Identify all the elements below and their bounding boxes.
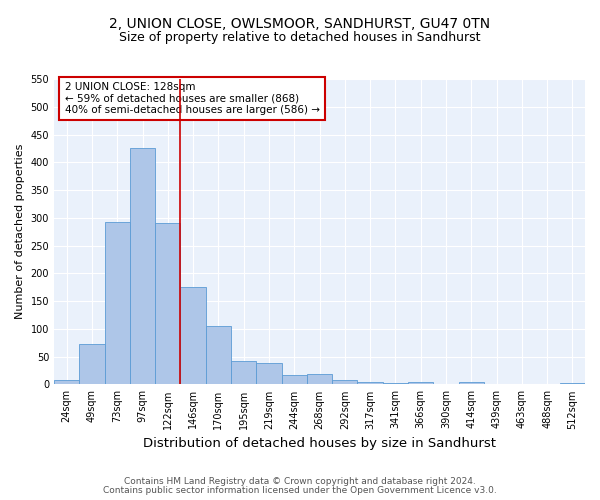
Bar — [79, 344, 104, 385]
Bar — [408, 382, 433, 384]
Bar — [256, 364, 281, 384]
Bar — [358, 382, 383, 384]
Text: Size of property relative to detached houses in Sandhurst: Size of property relative to detached ho… — [119, 31, 481, 44]
Bar — [307, 374, 332, 384]
Bar — [383, 383, 408, 384]
Bar — [281, 375, 307, 384]
Bar — [181, 287, 206, 384]
Text: Contains HM Land Registry data © Crown copyright and database right 2024.: Contains HM Land Registry data © Crown c… — [124, 477, 476, 486]
Bar — [104, 222, 130, 384]
Y-axis label: Number of detached properties: Number of detached properties — [15, 144, 25, 320]
Bar — [54, 380, 79, 384]
Bar — [155, 224, 181, 384]
Bar — [130, 148, 155, 384]
Bar — [332, 380, 358, 384]
X-axis label: Distribution of detached houses by size in Sandhurst: Distribution of detached houses by size … — [143, 437, 496, 450]
Text: 2, UNION CLOSE, OWLSMOOR, SANDHURST, GU47 0TN: 2, UNION CLOSE, OWLSMOOR, SANDHURST, GU4… — [109, 18, 491, 32]
Bar — [560, 383, 585, 384]
Bar — [206, 326, 231, 384]
Text: 2 UNION CLOSE: 128sqm
← 59% of detached houses are smaller (868)
40% of semi-det: 2 UNION CLOSE: 128sqm ← 59% of detached … — [65, 82, 320, 116]
Bar — [231, 360, 256, 384]
Bar — [458, 382, 484, 384]
Text: Contains public sector information licensed under the Open Government Licence v3: Contains public sector information licen… — [103, 486, 497, 495]
